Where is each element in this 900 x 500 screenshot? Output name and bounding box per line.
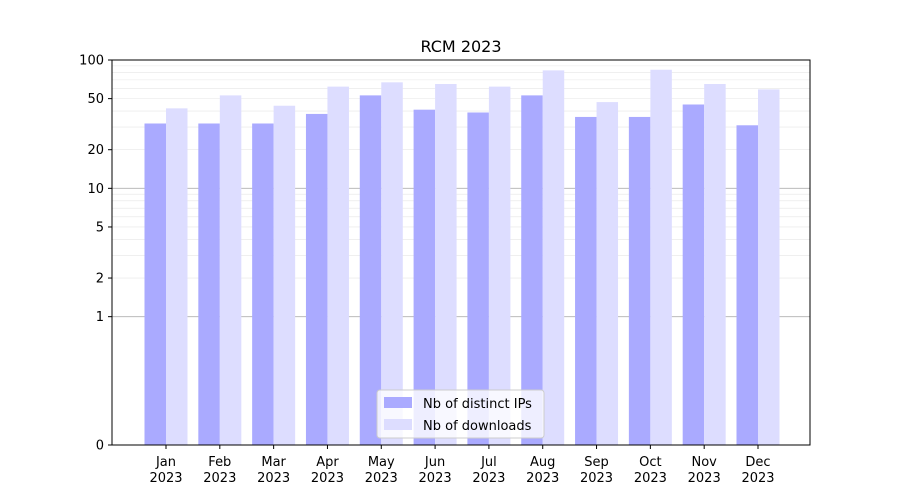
legend-label-downloads: Nb of downloads (423, 419, 532, 434)
bar-distinct-ips (144, 123, 166, 446)
y-tick-label: 0 (96, 439, 104, 454)
legend-swatch-ips (384, 397, 412, 408)
x-tick-label: Dec 2023 (741, 455, 774, 486)
y-tick-label: 20 (87, 143, 104, 158)
bar-distinct-ips (305, 113, 328, 446)
y-tick-label: 100 (79, 54, 104, 69)
bar-distinct-ips (521, 95, 543, 446)
bar-distinct-ips (359, 95, 382, 446)
x-ticks: Jan 2023 Feb 2023 Mar 2023 Apr 2023 May 2023 Jun 20… (149, 445, 775, 486)
y-tick-label: 1 (96, 310, 104, 325)
chart-title: RCM 2023 (420, 37, 501, 56)
y-tick-label: 5 (96, 220, 104, 235)
bar-downloads (542, 70, 565, 445)
bar-downloads (166, 108, 188, 446)
y-tick-label: 10 (87, 182, 104, 197)
y-ticks: 0 1 2 5 10 20 50 100 (79, 54, 112, 454)
bar-distinct-ips (252, 123, 274, 446)
axes (111, 59, 811, 446)
x-tick-label: Jun 2023 (419, 455, 452, 486)
bar-downloads (758, 89, 780, 446)
x-tick-label: Jul 2023 (472, 455, 505, 486)
legend: Nb of distinct IPs Nb of downloads (376, 389, 545, 439)
x-tick-label: Apr 2023 (311, 455, 344, 486)
bar-downloads (488, 86, 511, 445)
bar-downloads (327, 86, 349, 445)
x-tick-label: May 2023 (365, 455, 398, 486)
x-tick-label: Mar 2023 (257, 455, 290, 486)
bar-distinct-ips (575, 116, 597, 446)
bar-downloads (650, 69, 672, 445)
legend-label-ips: Nb of distinct IPs (423, 397, 532, 412)
x-tick-label: Nov 2023 (688, 455, 721, 486)
bar-downloads (273, 105, 296, 446)
bar-distinct-ips (628, 116, 651, 446)
legend-swatch-downloads (384, 419, 412, 430)
bars (144, 69, 780, 446)
bar-distinct-ips (682, 104, 705, 445)
x-tick-label: Sep 2023 (580, 455, 613, 486)
bar-distinct-ips (736, 125, 758, 446)
x-tick-label: Feb 2023 (203, 455, 236, 486)
x-tick-label: Aug 2023 (526, 455, 559, 486)
x-tick-label: Oct 2023 (634, 455, 667, 486)
bar-downloads (704, 84, 726, 445)
x-tick-label: Jan 2023 (149, 455, 182, 486)
y-tick-label: 2 (96, 272, 104, 287)
plot-frame (111, 59, 811, 446)
bar-downloads (596, 102, 619, 445)
bar-downloads (219, 95, 242, 446)
bar-downloads (435, 84, 457, 445)
bar-distinct-ips (198, 123, 220, 446)
legend-box (376, 389, 545, 439)
bar-distinct-ips (413, 109, 436, 445)
bar-distinct-ips (467, 112, 489, 445)
y-tick-label: 50 (87, 92, 104, 107)
bar-downloads (381, 82, 403, 445)
